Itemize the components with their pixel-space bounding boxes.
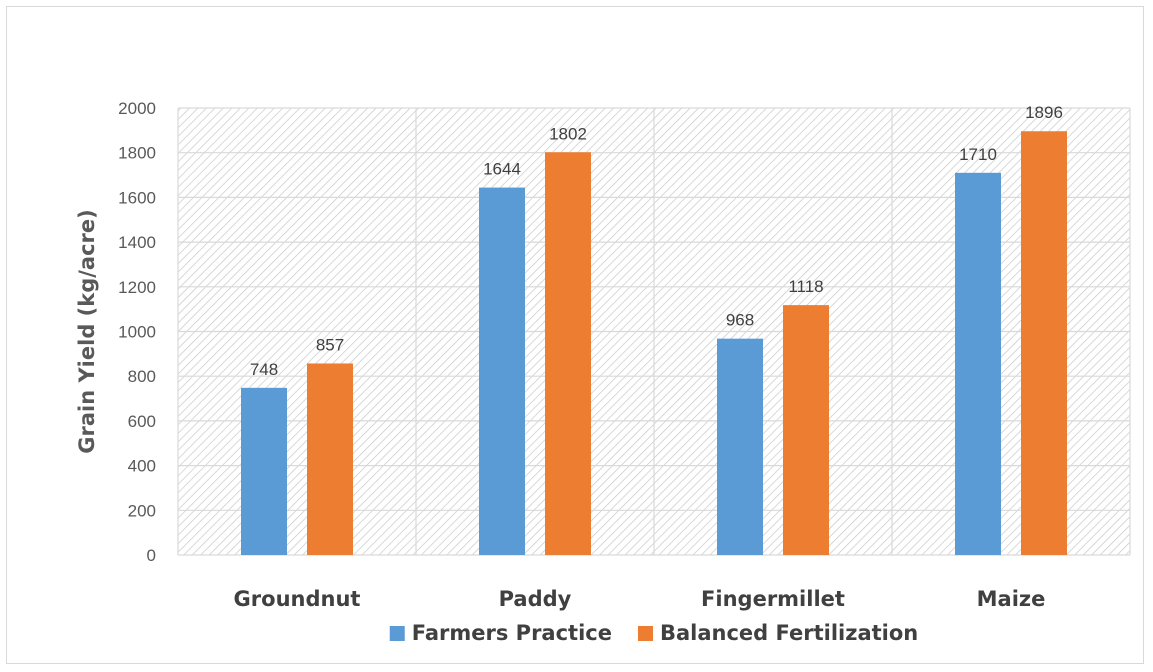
data-label: 1644: [483, 160, 521, 179]
category-label: Maize: [977, 587, 1046, 611]
bar: [241, 387, 287, 555]
data-labels: 748 857 1644 1802 968 1118 1710 1896: [250, 103, 1063, 379]
legend-item: Balanced Fertilization: [637, 621, 918, 645]
y-tick-label: 600: [128, 412, 156, 431]
category-label: Fingermillet: [701, 587, 845, 611]
data-label: 1118: [788, 277, 823, 296]
y-tick-label: 400: [128, 457, 156, 476]
y-tick-label: 200: [128, 501, 156, 520]
legend-label: Balanced Fertilization: [660, 621, 918, 645]
data-label: 968: [726, 311, 754, 330]
legend-item: Farmers Practice: [389, 621, 612, 645]
legend: Farmers Practice Balanced Fertilization: [389, 621, 918, 645]
bar: [479, 187, 525, 556]
bars: [241, 131, 1067, 556]
y-axis-label: Grain Yield (kg/acre): [75, 209, 99, 454]
legend-swatch: [389, 626, 405, 641]
data-label: 748: [250, 360, 278, 379]
category-label: Paddy: [499, 587, 572, 611]
data-label: 1710: [959, 145, 997, 164]
bar: [783, 305, 829, 555]
bar: [955, 172, 1001, 555]
y-axis-ticks: 0 200 400 600 800 1000 1200 1400 1600 1800 2000: [118, 99, 156, 565]
y-tick-label: 2000: [118, 99, 156, 118]
legend-label: Farmers Practice: [412, 621, 612, 645]
legend-swatch: [637, 626, 653, 641]
data-label: 1896: [1025, 103, 1063, 122]
y-tick-label: 0: [147, 546, 156, 565]
bar: [307, 363, 353, 555]
bar: [717, 338, 763, 555]
bar: [1021, 131, 1067, 555]
category-label: Groundnut: [234, 587, 361, 611]
data-label: 1802: [549, 124, 587, 143]
bar: [545, 152, 591, 556]
x-axis-categories: Groundnut Paddy Fingermillet Maize: [234, 587, 1046, 611]
y-tick-label: 1200: [118, 278, 156, 297]
y-tick-label: 1800: [118, 144, 156, 163]
y-tick-label: 1000: [118, 323, 156, 342]
data-label: 857: [316, 335, 344, 354]
y-tick-label: 1400: [118, 233, 156, 252]
y-tick-label: 1600: [118, 188, 156, 207]
y-tick-label: 800: [128, 367, 156, 386]
